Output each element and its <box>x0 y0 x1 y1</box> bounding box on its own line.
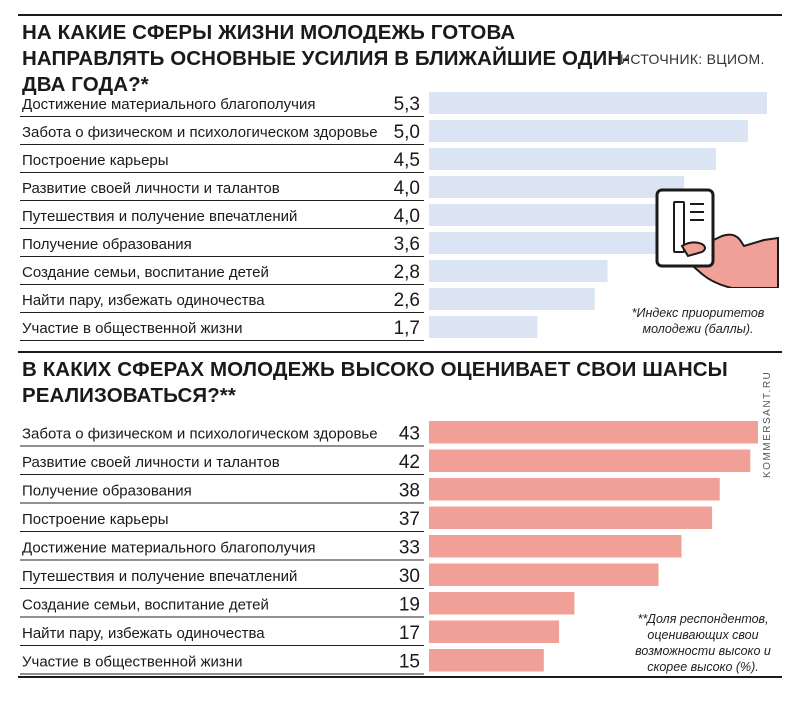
chart-1-value-label-4: 4,0 <box>394 206 420 227</box>
chart-1-bar-0 <box>429 92 767 114</box>
chart-1-category-label-7: Найти пару, избежать одиночества <box>22 292 265 309</box>
hand-phone-icon <box>655 188 779 289</box>
chart-2-category-label-6: Создание семьи, воспитание детей <box>22 597 269 614</box>
chart-1-bar-1 <box>429 120 748 142</box>
chart-2-bar-0 <box>429 421 758 444</box>
chart-2-value-label-0: 43 <box>399 424 420 445</box>
chart-1-category-label-6: Создание семьи, воспитание детей <box>22 264 269 281</box>
chart-2-value-label-2: 38 <box>399 481 420 502</box>
chart-1-category-label-5: Получение образования <box>22 236 192 253</box>
chart-2-bar-8 <box>429 649 544 672</box>
chart-2-bar-4 <box>429 535 682 558</box>
chart-1-value-label-3: 4,0 <box>394 178 420 199</box>
chart-1-bar-2 <box>429 148 716 170</box>
chart-2-footnote: **Доля респондентов, оценивающих свои во… <box>635 612 771 674</box>
chart-2-bar-1 <box>429 449 751 472</box>
chart-1-value-label-8: 1,7 <box>394 318 420 339</box>
chart-2-bar-5 <box>429 563 659 586</box>
chart-2-category-label-5: Путешествия и получение впечатлений <box>22 568 297 585</box>
middle-rule <box>18 351 782 353</box>
chart-2-category-label-1: Развитие своей личности и талантов <box>22 454 280 471</box>
chart-2-category-label-0: Забота о физическом и психологическом зд… <box>22 426 378 443</box>
chart-1-bar-4 <box>429 204 685 226</box>
chart-1-value-label-2: 4,5 <box>394 150 420 171</box>
chart-1-bar-3 <box>429 176 685 198</box>
chart-2-category-label-8: Участие в общественной жизни <box>22 654 242 671</box>
chart-1-category-label-4: Путешествия и получение впечатлений <box>22 208 297 225</box>
chart-2-title: В КАКИХ СФЕРАХ МОЛОДЕЖЬ ВЫСОКО ОЦЕНИВАЕТ… <box>22 358 728 407</box>
chart-2-category-label-2: Получение образования <box>22 483 192 500</box>
chart-2-value-label-3: 37 <box>399 509 420 530</box>
chart-1-category-label-8: Участие в общественной жизни <box>22 320 242 337</box>
chart-1-category-label-3: Развитие своей личности и талантов <box>22 180 280 197</box>
chart-2-category-label-4: Достижение материального благополучия <box>22 540 315 557</box>
chart-1-value-label-7: 2,6 <box>394 290 420 311</box>
chart-1-bar-8 <box>429 316 538 338</box>
chart-1-category-label-2: Построение карьеры <box>22 152 169 169</box>
chart-1-value-label-1: 5,0 <box>394 122 420 143</box>
chart-1-bar-5 <box>429 232 659 254</box>
chart-2-bar-7 <box>429 620 560 643</box>
chart-1-footnote: *Индекс приоритетов молодежи (баллы). <box>631 306 765 336</box>
chart-2-value-label-6: 19 <box>399 595 420 616</box>
watermark-text: KOMMERSANT.RU <box>762 370 773 478</box>
chart-2-value-label-4: 33 <box>399 538 420 559</box>
chart-1-category-label-0: Достижение материального благополучия <box>22 96 315 113</box>
chart-2-value-label-8: 15 <box>399 652 420 673</box>
chart-2-value-label-1: 42 <box>399 452 420 473</box>
chart-2-category-label-7: Найти пару, избежать одиночества <box>22 625 265 642</box>
chart-2-bar-3 <box>429 506 713 529</box>
chart-2-value-label-5: 30 <box>399 566 420 587</box>
chart-1-value-label-6: 2,8 <box>394 262 420 283</box>
chart-1-bar-7 <box>429 288 595 310</box>
chart-2-bar-2 <box>429 478 720 501</box>
chart-2-bar-6 <box>429 592 575 615</box>
chart-2-category-label-3: Построение карьеры <box>22 511 169 528</box>
chart-2-value-label-7: 17 <box>399 623 420 644</box>
top-rule <box>18 14 782 16</box>
hand-holding-phone-illustration <box>652 188 782 293</box>
chart-1-title: НА КАКИЕ СФЕРЫ ЖИЗНИ МОЛОДЕЖЬ ГОТОВА НАП… <box>22 21 630 96</box>
chart-1-category-label-1: Забота о физическом и психологическом зд… <box>22 124 378 141</box>
bottom-rule <box>18 676 782 678</box>
chart-1-bar-6 <box>429 260 608 282</box>
source-label: ИСТОЧНИК: ВЦИОМ. <box>620 51 765 67</box>
chart-1-value-label-0: 5,3 <box>394 94 420 115</box>
chart-1-value-label-5: 3,6 <box>394 234 420 255</box>
